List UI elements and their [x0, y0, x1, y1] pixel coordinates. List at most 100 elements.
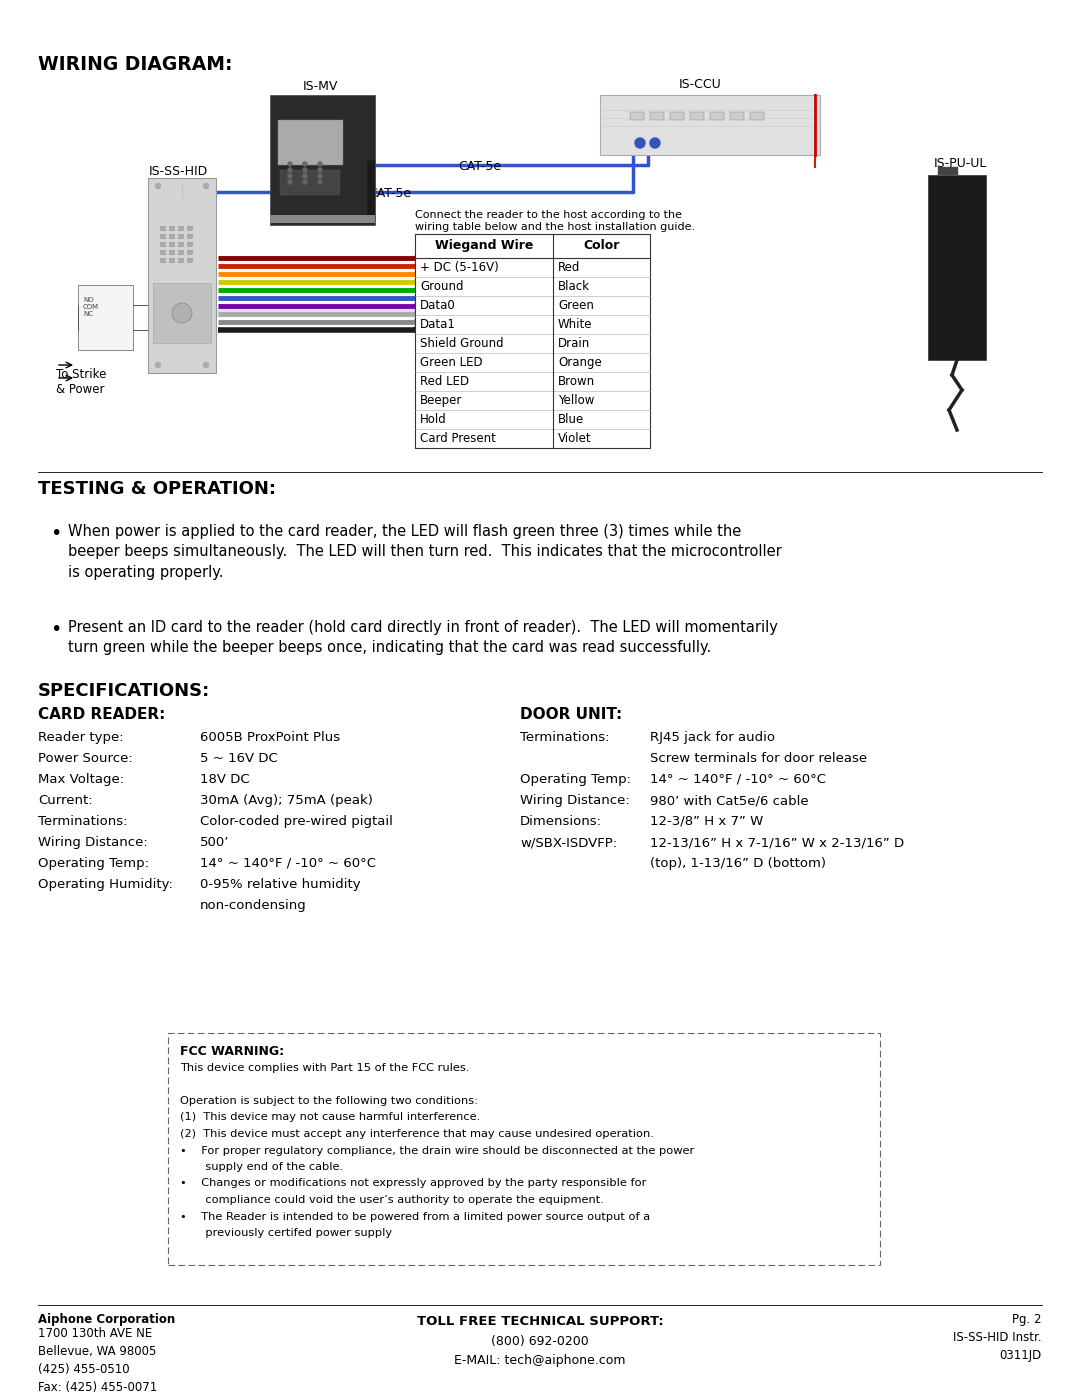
Bar — [178, 235, 184, 239]
Text: 14° ~ 140°F / -10° ~ 60°C: 14° ~ 140°F / -10° ~ 60°C — [650, 773, 826, 787]
Text: 0-95% relative humidity: 0-95% relative humidity — [200, 877, 361, 891]
Bar — [650, 112, 664, 120]
Circle shape — [635, 138, 645, 148]
Bar — [160, 250, 166, 256]
Circle shape — [288, 168, 292, 172]
Text: Shield Ground: Shield Ground — [420, 337, 503, 351]
Text: •    The Reader is intended to be powered from a limited power source output of : • The Reader is intended to be powered f… — [180, 1211, 650, 1221]
Text: Max Voltage:: Max Voltage: — [38, 773, 124, 787]
Text: Reader type:: Reader type: — [38, 731, 123, 745]
Text: Terminations:: Terminations: — [38, 814, 127, 828]
Text: Wiegand Wire: Wiegand Wire — [435, 239, 534, 251]
Text: TOLL FREE TECHNICAL SUPPORT:: TOLL FREE TECHNICAL SUPPORT: — [417, 1315, 663, 1329]
Bar — [178, 250, 184, 256]
Text: 1700 130th AVE NE
Bellevue, WA 98005
(425) 455-0510
Fax: (425) 455-0071: 1700 130th AVE NE Bellevue, WA 98005 (42… — [38, 1327, 158, 1394]
Text: Terminations:: Terminations: — [519, 731, 609, 745]
Text: Data0: Data0 — [420, 299, 456, 312]
Text: Color: Color — [583, 239, 620, 251]
Bar — [178, 226, 184, 231]
Bar — [367, 161, 375, 219]
Bar — [160, 242, 166, 247]
Text: Drain: Drain — [558, 337, 591, 351]
Text: (800) 692-0200
E-MAIL: tech@aiphone.com: (800) 692-0200 E-MAIL: tech@aiphone.com — [455, 1336, 625, 1368]
Text: White: White — [558, 319, 593, 331]
Bar — [168, 242, 175, 247]
Text: + DC (5-16V): + DC (5-16V) — [420, 261, 499, 274]
Text: Blue: Blue — [558, 414, 584, 426]
Text: Card Present: Card Present — [420, 432, 496, 446]
Circle shape — [318, 175, 322, 177]
Text: Pg. 2
IS-SS-HID Instr.
0311JD: Pg. 2 IS-SS-HID Instr. 0311JD — [954, 1313, 1042, 1362]
Bar — [939, 168, 958, 175]
Bar — [415, 235, 650, 448]
Bar — [187, 250, 193, 256]
Text: Black: Black — [558, 279, 590, 293]
Text: Color-coded pre-wired pigtail: Color-coded pre-wired pigtail — [200, 814, 393, 828]
Text: SPECIFICATIONS:: SPECIFICATIONS: — [38, 682, 211, 700]
Bar — [160, 226, 166, 231]
Bar — [160, 235, 166, 239]
Text: IS-CCU: IS-CCU — [678, 78, 721, 91]
Text: Ground: Ground — [420, 279, 463, 293]
Bar — [690, 112, 704, 120]
Bar — [187, 242, 193, 247]
Circle shape — [318, 168, 322, 172]
Text: previously certifed power supply: previously certifed power supply — [180, 1228, 392, 1238]
Text: TESTING & OPERATION:: TESTING & OPERATION: — [38, 481, 276, 497]
Text: Wiring Distance:: Wiring Distance: — [519, 793, 630, 807]
Bar — [160, 258, 166, 263]
Text: Red LED: Red LED — [420, 374, 469, 388]
Bar — [630, 112, 644, 120]
Bar — [178, 258, 184, 263]
Circle shape — [650, 138, 660, 148]
Text: 18V DC: 18V DC — [200, 773, 249, 787]
Text: Violet: Violet — [558, 432, 592, 446]
Text: non-condensing: non-condensing — [200, 900, 307, 912]
Text: To Strike
& Power: To Strike & Power — [56, 367, 106, 395]
Circle shape — [288, 175, 292, 177]
Bar — [278, 120, 343, 165]
Text: Operating Humidity:: Operating Humidity: — [38, 877, 173, 891]
Text: (2)  This device must accept any interference that may cause undesired operation: (2) This device must accept any interfer… — [180, 1129, 653, 1139]
Text: Orange: Orange — [558, 356, 602, 369]
Text: •: • — [50, 524, 62, 543]
Text: Hold: Hold — [420, 414, 447, 426]
Text: FCC WARNING:: FCC WARNING: — [180, 1045, 284, 1058]
Text: 12-13/16” H x 7-1/16” W x 2-13/16” D: 12-13/16” H x 7-1/16” W x 2-13/16” D — [650, 835, 904, 849]
Text: Wiring Distance:: Wiring Distance: — [38, 835, 148, 849]
Bar — [710, 112, 724, 120]
Text: Operation is subject to the following two conditions:: Operation is subject to the following tw… — [180, 1097, 478, 1106]
Text: Present an ID card to the reader (hold card directly in front of reader).  The L: Present an ID card to the reader (hold c… — [68, 620, 778, 655]
Text: IS-SS-HID: IS-SS-HID — [148, 165, 207, 177]
Bar — [168, 250, 175, 256]
Text: w/SBX-ISDVFP:: w/SBX-ISDVFP: — [519, 835, 617, 849]
Bar — [730, 112, 744, 120]
Circle shape — [303, 175, 307, 177]
Bar — [148, 177, 216, 373]
Text: •    For proper regulatory compliance, the drain wire should be disconnected at : • For proper regulatory compliance, the … — [180, 1146, 694, 1155]
Bar — [168, 1032, 880, 1266]
Text: compliance could void the user’s authority to operate the equipment.: compliance could void the user’s authori… — [180, 1194, 604, 1206]
Circle shape — [178, 289, 186, 298]
Circle shape — [318, 180, 322, 184]
Bar — [78, 285, 133, 351]
Bar — [270, 95, 375, 225]
Bar — [187, 258, 193, 263]
Bar — [187, 235, 193, 239]
Text: Beeper: Beeper — [420, 394, 462, 407]
Bar — [187, 226, 193, 231]
Text: RJ45 jack for audio: RJ45 jack for audio — [650, 731, 775, 745]
Text: CAT-5e: CAT-5e — [368, 187, 411, 200]
Text: Operating Temp:: Operating Temp: — [38, 856, 149, 870]
Bar — [750, 112, 764, 120]
Circle shape — [303, 180, 307, 184]
Text: This device complies with Part 15 of the FCC rules.: This device complies with Part 15 of the… — [180, 1063, 470, 1073]
Text: CARD READER:: CARD READER: — [38, 707, 165, 722]
Text: When power is applied to the card reader, the LED will flash green three (3) tim: When power is applied to the card reader… — [68, 524, 782, 580]
Bar — [168, 226, 175, 231]
Text: Dimensions:: Dimensions: — [519, 814, 602, 828]
Bar — [153, 284, 211, 344]
Text: (1)  This device may not cause harmful interference.: (1) This device may not cause harmful in… — [180, 1112, 481, 1123]
Text: 30mA (Avg); 75mA (peak): 30mA (Avg); 75mA (peak) — [200, 793, 373, 807]
Text: Red: Red — [558, 261, 580, 274]
